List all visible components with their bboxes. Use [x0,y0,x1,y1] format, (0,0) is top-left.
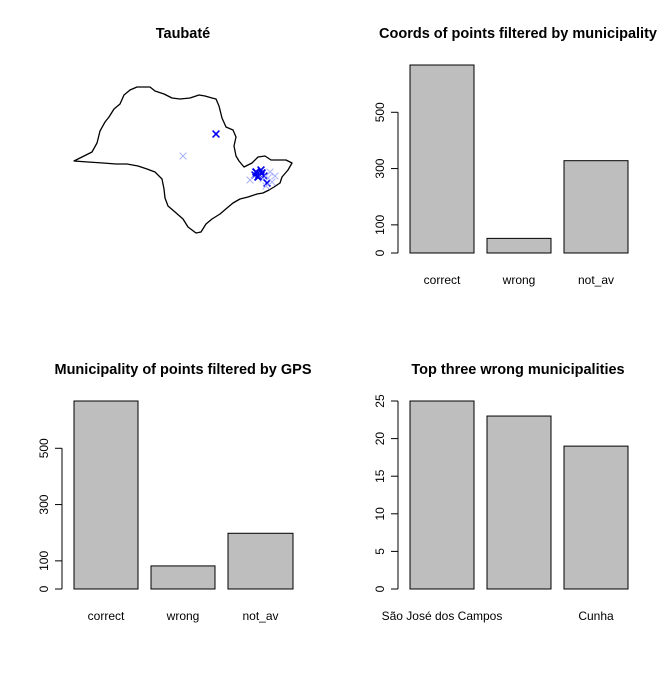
bar-wrong [486,237,552,254]
bar-chart-2: Municipality of points filtered by GPS 0 1… [37,362,312,623]
map-title: Taubaté [156,26,211,42]
x-category-label: correct [88,609,125,623]
bar-cunha [563,445,629,590]
y-tick-label: 500 [373,102,387,122]
y-tick-label: 10 [373,507,387,521]
bar-s-o-jos-dos-campos [409,400,475,590]
bar-charts: Coords of points filtered by municipalit… [37,26,657,623]
chart-title: Coords of points filtered by municipalit… [379,26,657,42]
map-point-marker [212,130,220,138]
chart-title: Municipality of points filtered by GPS [55,362,312,378]
map-point-marker [179,152,187,160]
sao-paulo-state-outline [73,86,293,234]
bar-bar1 [486,415,552,590]
map-point-marker [271,172,279,180]
y-tick-label: 0 [373,585,387,592]
bar-correct [73,400,139,590]
map-point-marker [262,182,270,190]
map-point-marker [268,178,276,186]
y-tick-label: 300 [37,494,51,514]
x-category-label: wrong [502,273,536,287]
y-tick-label: 500 [37,438,51,458]
x-category-label: wrong [166,609,200,623]
bar-chart-3: Top three wrong municipalities 0 5 10 15 20 25… [373,362,629,623]
y-tick-label: 100 [37,551,51,571]
y-tick-label: 300 [373,158,387,178]
chart-title: Top three wrong municipalities [411,362,624,378]
y-tick-label: 20 [373,432,387,446]
y-tick-label: 15 [373,469,387,483]
bar-correct [409,64,475,254]
x-category-label: correct [424,273,461,287]
x-category-label: Cunha [578,609,614,623]
bar-not-av [227,532,294,590]
y-tick-label: 100 [373,215,387,235]
map-point-marker [266,168,274,176]
map-points [179,130,279,190]
y-tick-label: 0 [37,585,51,592]
bar-not-av [563,160,629,254]
x-category-label: not_av [242,609,278,623]
map-panel: Taubaté [73,26,293,234]
bar-wrong [150,565,216,590]
x-category-label: not_av [578,273,614,287]
x-category-label: São José dos Campos [382,609,503,623]
y-tick-label: 5 [373,548,387,555]
map-point-marker [246,176,254,184]
y-tick-label: 25 [373,394,387,408]
bar-chart-1: Coords of points filtered by municipalit… [373,26,657,287]
y-tick-label: 0 [373,249,387,256]
